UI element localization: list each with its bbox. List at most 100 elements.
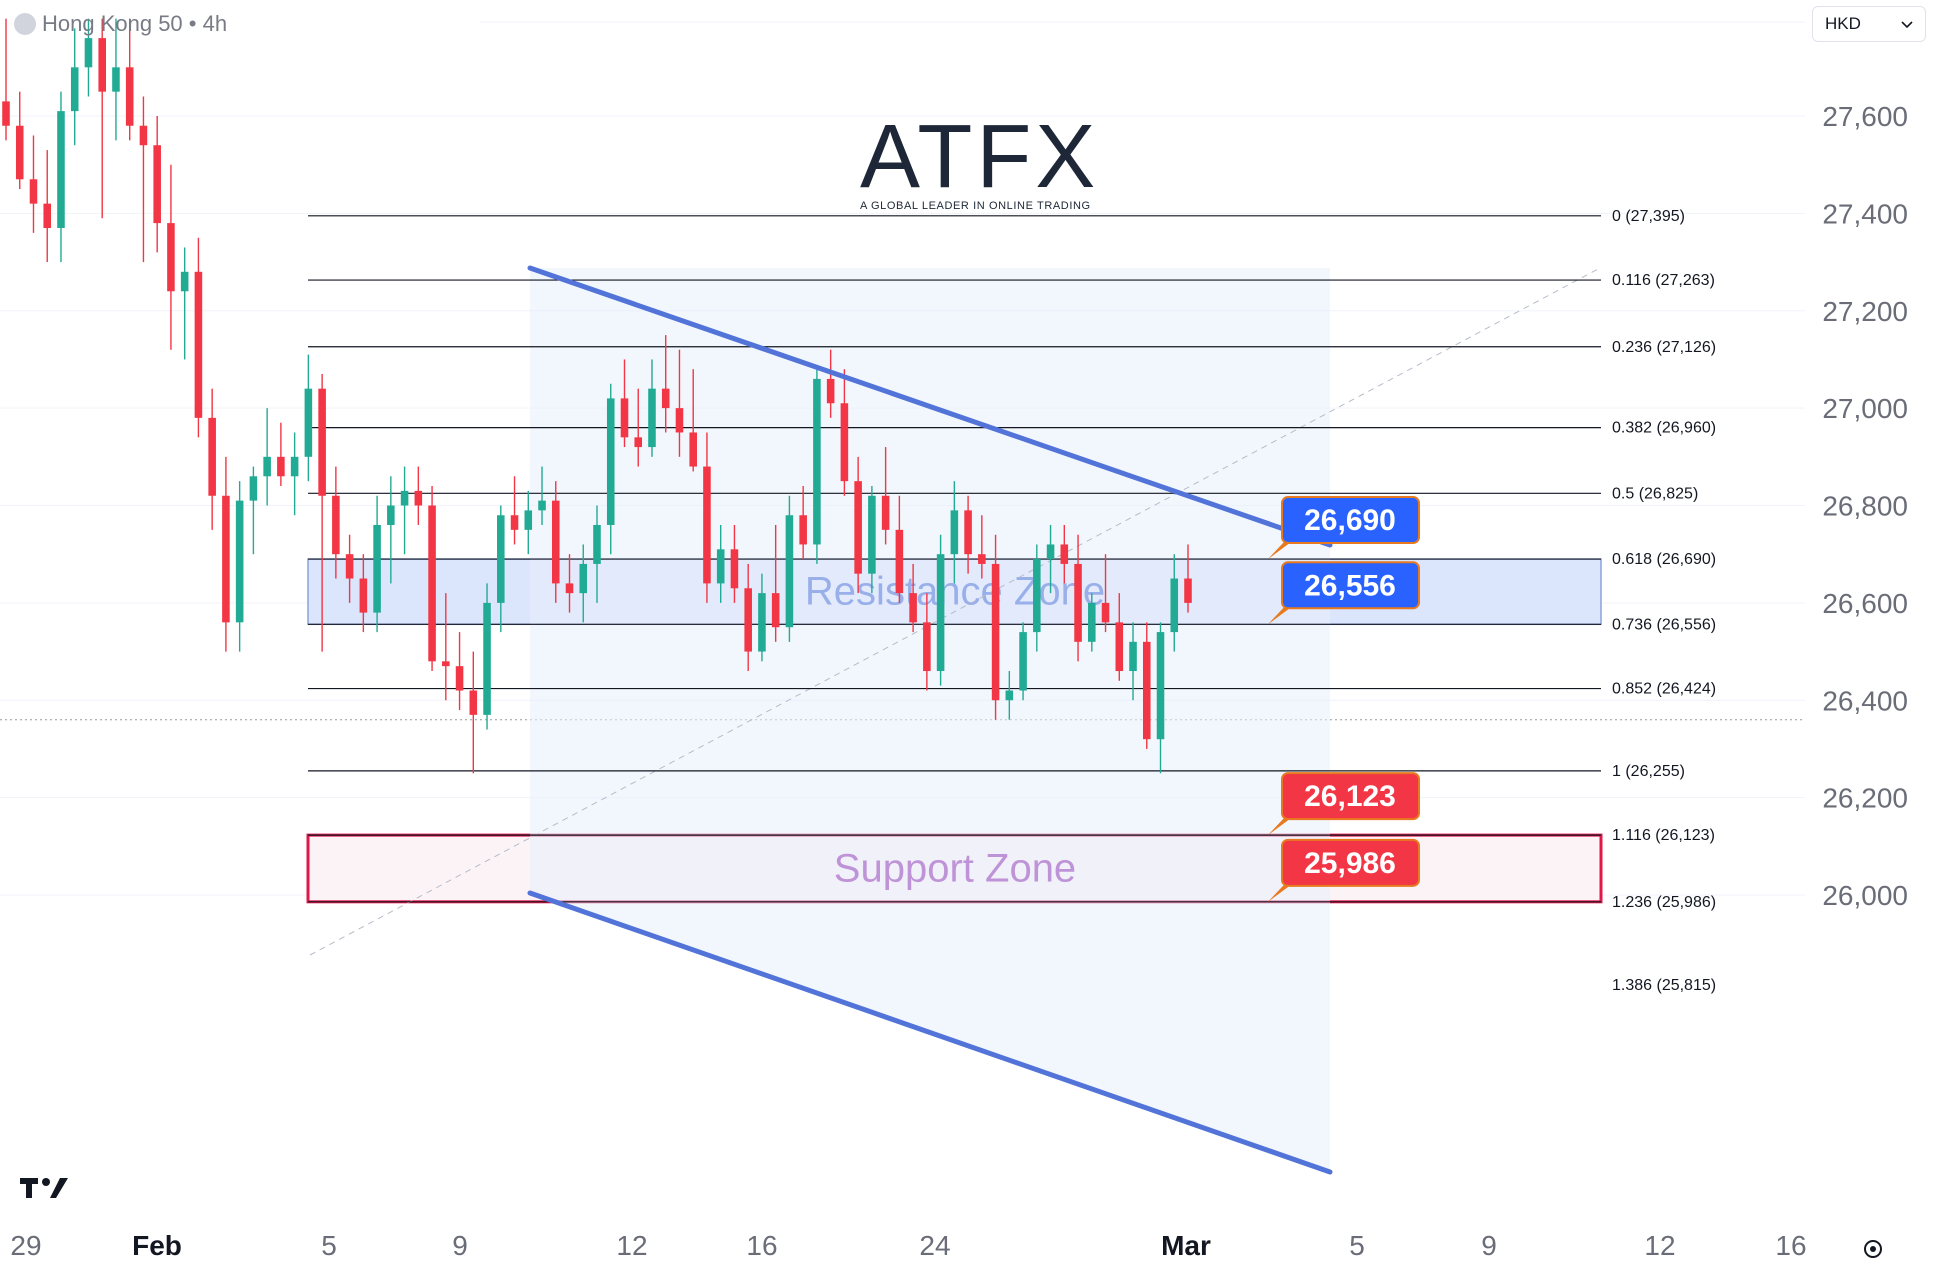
candle-body bbox=[524, 510, 533, 530]
candle-body bbox=[716, 549, 725, 584]
candle-body bbox=[497, 515, 505, 603]
candle-body bbox=[139, 125, 148, 146]
candle-body bbox=[744, 588, 752, 652]
candle-body bbox=[881, 495, 890, 530]
fib-extension-shading bbox=[309, 267, 1601, 1172]
price-tick-label: 27,600 bbox=[1822, 101, 1908, 132]
candle-body bbox=[634, 437, 643, 448]
price-callouts: 26,690 26,556 26,123 25,986 bbox=[1268, 496, 1420, 902]
gear-icon[interactable] bbox=[1858, 1234, 1888, 1264]
candle-body bbox=[1101, 602, 1110, 623]
channel-lower-line[interactable] bbox=[527, 890, 1333, 1175]
time-tick-label: 5 bbox=[321, 1230, 337, 1261]
descending-channel[interactable] bbox=[527, 265, 1333, 1175]
time-tick-label: 16 bbox=[1775, 1230, 1806, 1261]
candle-body bbox=[180, 271, 189, 292]
symbol-label: Hong Kong 50 • 4h bbox=[42, 11, 228, 36]
candle-body bbox=[1156, 632, 1165, 740]
time-tick-label: 12 bbox=[616, 1230, 647, 1261]
candle-body bbox=[936, 554, 945, 672]
time-tick-label: 24 bbox=[919, 1230, 950, 1261]
candle-body bbox=[428, 505, 436, 662]
candle-body bbox=[661, 388, 670, 409]
price-tick-label: 26,200 bbox=[1822, 783, 1908, 814]
fib-trend-line bbox=[309, 267, 1601, 956]
candle-body bbox=[483, 602, 491, 715]
candle-body bbox=[579, 563, 588, 594]
symbol-header[interactable]: Hong Kong 50 • 4h bbox=[14, 10, 227, 38]
candle-body bbox=[112, 67, 120, 92]
candle-body bbox=[332, 495, 340, 555]
candle-body bbox=[675, 408, 684, 433]
callout-badge bbox=[1281, 838, 1420, 887]
candle-body bbox=[125, 67, 134, 126]
symbol-logo-icon bbox=[14, 13, 36, 35]
time-tick-label: 12 bbox=[1644, 1230, 1675, 1261]
time-tick-label: 29 bbox=[10, 1230, 41, 1261]
candle-body bbox=[222, 495, 230, 623]
time-axis[interactable]: 29 Feb 5 9 12 16 24 Mar 5 9 12 16 bbox=[10, 1230, 1806, 1261]
candle-body bbox=[689, 432, 697, 467]
candle-body bbox=[620, 398, 629, 438]
candle-body bbox=[1005, 690, 1014, 701]
candle-body bbox=[1074, 563, 1082, 642]
fib-label-0.5: 0.5 (26,825) bbox=[1612, 485, 1698, 502]
candle-body bbox=[400, 490, 409, 506]
candle-body bbox=[304, 388, 313, 457]
candle-body bbox=[15, 125, 24, 180]
fib-shade-area bbox=[530, 268, 1330, 1172]
candle-body bbox=[469, 690, 478, 715]
candle-body bbox=[208, 417, 216, 496]
candle-body bbox=[318, 388, 326, 496]
candle-body bbox=[57, 111, 65, 228]
candle-body bbox=[43, 203, 52, 228]
fib-label-0.116: 0.116 (27,263) bbox=[1612, 272, 1715, 289]
callout-value: 26,690 bbox=[1304, 504, 1396, 537]
logo-tagline: A GLOBAL LEADER IN ONLINE TRADING bbox=[860, 200, 1091, 212]
fib-levels[interactable]: 0 (27,395) 0.116 (27,263) 0.236 (27,126) 0.… bbox=[308, 208, 1716, 994]
candle-body bbox=[758, 593, 766, 652]
callout-badge bbox=[1281, 561, 1420, 610]
price-tick-label: 27,200 bbox=[1822, 296, 1908, 327]
callout-badge bbox=[1281, 496, 1420, 545]
candle-body bbox=[840, 403, 849, 482]
candle-body bbox=[345, 554, 354, 579]
candle-body bbox=[991, 563, 1000, 701]
price-tick-label: 26,400 bbox=[1822, 685, 1908, 716]
candle-body bbox=[909, 593, 917, 623]
currency-selector[interactable]: HKD bbox=[1812, 6, 1926, 42]
candle-body bbox=[1129, 641, 1137, 672]
price-tick-label: 27,400 bbox=[1822, 198, 1908, 229]
candle-body bbox=[593, 524, 601, 564]
candle-body bbox=[290, 456, 299, 477]
fib-label-0.382: 0.382 (26,960) bbox=[1612, 420, 1716, 437]
candle-body bbox=[1060, 544, 1069, 564]
candle-body bbox=[387, 505, 395, 525]
candle-body bbox=[235, 500, 244, 623]
candle-body bbox=[648, 388, 656, 448]
fib-label-0.736: 0.736 (26,556) bbox=[1612, 616, 1716, 633]
fib-label-0: 0 (27,395) bbox=[1612, 208, 1685, 225]
candle-body bbox=[1088, 602, 1096, 642]
candle-body bbox=[263, 456, 271, 477]
price-tick-label: 27,000 bbox=[1822, 393, 1908, 424]
candle-body bbox=[1170, 578, 1179, 633]
candle-body bbox=[813, 378, 821, 545]
candle-body bbox=[538, 500, 546, 511]
chevron-down-icon bbox=[1901, 14, 1913, 34]
candle-body bbox=[455, 666, 464, 691]
time-tick-label: 16 bbox=[746, 1230, 777, 1261]
channel-upper-line[interactable] bbox=[527, 265, 1333, 548]
time-tick-label: Mar bbox=[1161, 1230, 1211, 1261]
price-tick-label: 26,600 bbox=[1822, 588, 1908, 619]
candle-body bbox=[826, 378, 835, 404]
candle-body bbox=[551, 500, 560, 584]
candle-body bbox=[978, 554, 986, 564]
atfx-logo: ATFX A GLOBAL LEADER IN ONLINE TRADING bbox=[860, 112, 1095, 216]
tradingview-logo-icon[interactable] bbox=[20, 1170, 68, 1209]
candle-body bbox=[1184, 578, 1192, 603]
callout-value: 26,556 bbox=[1304, 569, 1396, 602]
fib-label-1.116: 1.116 (26,123) bbox=[1612, 827, 1715, 844]
price-axis[interactable]: 27,600 27,400 27,200 27,000 26,800 26,600 26,4… bbox=[1822, 101, 1908, 911]
